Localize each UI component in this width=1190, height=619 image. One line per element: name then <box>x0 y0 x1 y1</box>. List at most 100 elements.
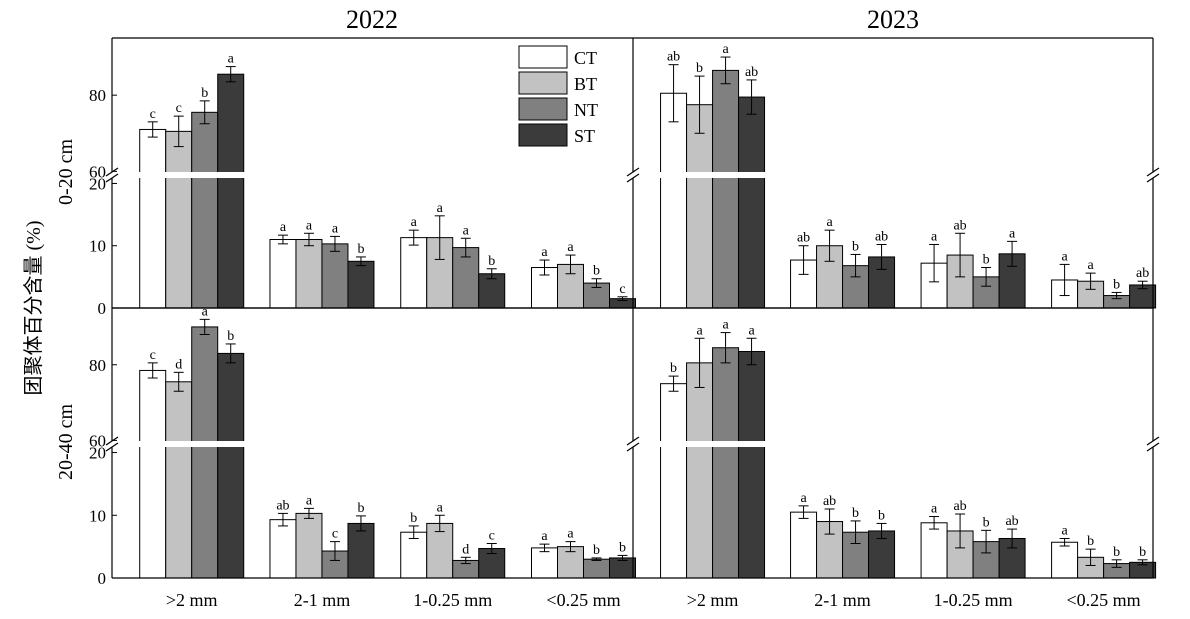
significance-letter: c <box>489 529 495 544</box>
significance-letter: a <box>931 229 938 244</box>
significance-letter: b <box>983 253 990 268</box>
y-axis-label: 团聚体百分含量 (%) <box>22 221 45 396</box>
bar-BT-2 <box>295 239 323 309</box>
legend-label-CT: CT <box>574 48 597 68</box>
axis-break-gap <box>634 441 1152 447</box>
significance-letter: a <box>541 529 548 544</box>
significance-letter: b <box>1113 277 1120 292</box>
significance-letter: a <box>332 221 339 236</box>
significance-letter: a <box>931 502 938 517</box>
y-tick-label: 60 <box>89 162 106 181</box>
significance-letter: a <box>463 223 470 238</box>
significance-letter: a <box>1061 249 1068 264</box>
significance-letter: b <box>357 501 364 516</box>
significance-letter: c <box>150 107 156 122</box>
axis-break-mark <box>1146 173 1160 183</box>
bar-BT-1 <box>686 104 714 309</box>
axis-break-gap <box>634 172 1152 178</box>
row-label-0-20cm: 0-20 cm <box>55 139 77 206</box>
significance-letter: b <box>1139 545 1146 560</box>
bar-ST-1 <box>738 351 766 579</box>
significance-letter: a <box>800 491 807 506</box>
bar-NT-2 <box>321 243 349 309</box>
significance-letter: b <box>201 86 208 101</box>
significance-letter: b <box>488 254 495 269</box>
bar-CT-1 <box>660 383 688 579</box>
axis-break-mark <box>1146 436 1160 446</box>
significance-letter: b <box>593 264 600 279</box>
significance-letter: b <box>852 506 859 521</box>
bar-ST-2 <box>347 522 375 579</box>
significance-letter: b <box>878 508 885 523</box>
y-tick-label: 20 <box>89 444 106 463</box>
y-tick-label: 60 <box>89 431 106 450</box>
axis-break-mark <box>1146 167 1160 177</box>
bar-BT-1 <box>165 130 193 309</box>
x-tick-label: 2-1 mm <box>294 590 351 610</box>
axis-break-gap <box>113 441 632 447</box>
bar-CT-4 <box>1051 541 1079 579</box>
bar-ST-3 <box>478 273 506 309</box>
bar-CT-3 <box>920 522 948 579</box>
significance-letter: a <box>826 215 833 230</box>
y-tick-label: 10 <box>89 237 106 256</box>
significance-letter: c <box>150 348 156 363</box>
significance-letter: a <box>437 500 444 515</box>
axis-break-mark <box>626 173 640 183</box>
significance-letter: a <box>228 52 235 67</box>
legend-swatch-ST <box>518 123 568 147</box>
legend-swatch-BT <box>518 71 568 95</box>
significance-letter: a <box>1087 258 1094 273</box>
significance-letter: ab <box>953 499 966 514</box>
significance-letter: b <box>696 61 703 76</box>
significance-letter: b <box>1087 534 1094 549</box>
significance-letter: a <box>306 218 313 233</box>
bar-NT-1 <box>712 347 740 579</box>
significance-letter: a <box>567 240 574 255</box>
bar-CT-2 <box>269 519 297 579</box>
significance-letter: a <box>1061 523 1068 538</box>
bar-BT-2 <box>295 512 323 579</box>
bar-CT-3 <box>400 531 428 579</box>
axis-break-mark <box>626 436 640 446</box>
significance-letter: a <box>722 42 729 57</box>
significance-letter: ab <box>797 231 810 246</box>
x-tick-label: <0.25 mm <box>1067 590 1141 610</box>
bar-NT-1 <box>712 69 740 309</box>
significance-letter: b <box>619 540 626 555</box>
significance-letter: b <box>593 543 600 558</box>
x-tick-label: >2 mm <box>166 590 218 610</box>
legend-swatch-CT <box>518 45 568 69</box>
axis-break-mark <box>626 442 640 452</box>
significance-letter: b <box>227 329 234 344</box>
significance-letter: a <box>748 323 755 338</box>
bar-ST-1 <box>217 73 245 309</box>
significance-letter: a <box>1009 226 1016 241</box>
significance-letter: ab <box>276 498 289 513</box>
significance-letter: ab <box>1136 266 1149 281</box>
column-title-2023: 2023 <box>867 5 919 34</box>
x-tick-label: 2-1 mm <box>814 590 871 610</box>
significance-letter: a <box>411 215 418 230</box>
y-tick-label: 80 <box>89 356 106 375</box>
bar-ST-1 <box>217 352 245 579</box>
significance-letter: b <box>983 515 990 530</box>
bar-ST-4 <box>609 557 637 579</box>
significance-letter: c <box>332 527 338 542</box>
bar-ST-1 <box>738 96 766 309</box>
axis-break-mark <box>105 442 119 452</box>
significance-letter: b <box>1113 545 1120 560</box>
bar-ST-2 <box>347 260 375 309</box>
y-tick-label: 20 <box>89 174 106 193</box>
significance-letter: a <box>722 318 729 333</box>
row-label-20-40cm: 20-40 cm <box>55 404 77 481</box>
axis-break-mark <box>1146 442 1160 452</box>
significance-letter: a <box>306 493 313 508</box>
legend-label-BT: BT <box>574 74 597 94</box>
significance-letter: a <box>437 201 444 216</box>
bar-CT-3 <box>400 237 428 309</box>
significance-letter: a <box>567 527 574 542</box>
